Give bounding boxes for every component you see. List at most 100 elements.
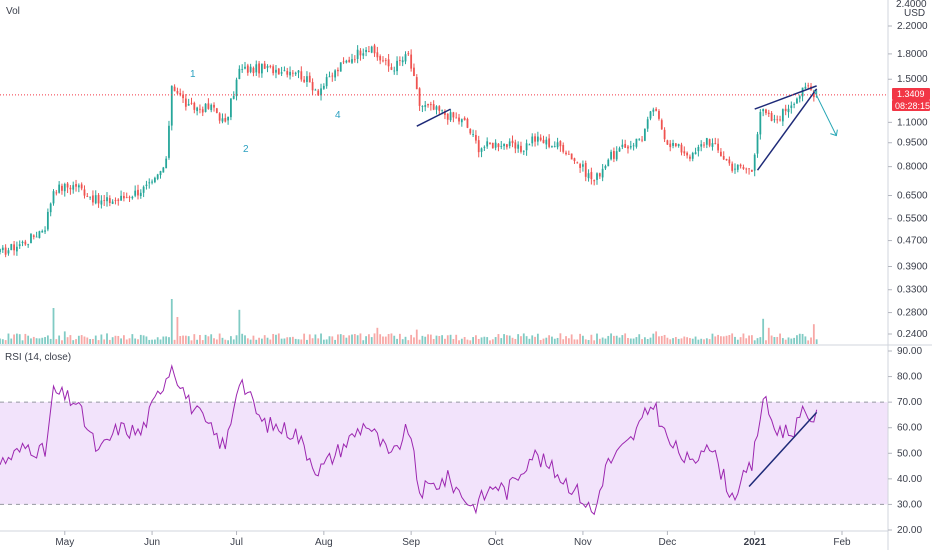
candle-body (376, 52, 379, 58)
volume-bar (643, 337, 646, 344)
candle-body (410, 54, 413, 69)
volume-bar (534, 336, 536, 344)
candle-body (125, 197, 128, 199)
volume-bar (286, 337, 289, 344)
candle-body (776, 119, 779, 121)
price-tick-label: 1.1000 (897, 117, 928, 128)
volume-bar (598, 338, 601, 344)
volume-bar (553, 338, 556, 344)
candle-body (246, 65, 249, 73)
volume-bar (776, 336, 779, 344)
volume-bar (559, 333, 562, 344)
volume-bar (663, 334, 666, 344)
volume-bar (655, 331, 658, 344)
candle-body (556, 142, 559, 148)
candle-body (232, 96, 235, 99)
time-tick-label: May (55, 537, 74, 548)
volume-bar (21, 340, 24, 344)
candle-body (77, 185, 80, 188)
candle-body (469, 128, 472, 134)
volume-bar (736, 339, 739, 344)
volume-bar (784, 339, 787, 344)
candle-body (427, 103, 429, 106)
volume-bar (314, 334, 317, 344)
volume-bar (632, 338, 635, 344)
candle-body (683, 151, 686, 154)
candle-body (398, 60, 401, 61)
volume-bar (494, 337, 497, 344)
volume-bar (477, 338, 480, 344)
candle-body (790, 105, 793, 108)
volume-bar (427, 334, 429, 344)
candle-body (213, 104, 215, 108)
volume-bar (365, 336, 367, 344)
candle-body (300, 71, 303, 80)
volume-bar (748, 335, 750, 344)
candle-body (404, 54, 407, 62)
volume-bar (170, 299, 173, 344)
candle-body (407, 53, 410, 55)
volume-bar (798, 333, 801, 344)
candle-body (224, 118, 227, 122)
volume-bar (610, 333, 612, 344)
volume-bar (796, 335, 798, 344)
volume-bar (750, 335, 753, 344)
candle-body (559, 141, 562, 147)
volume-bar (705, 338, 708, 344)
volume-bar (480, 337, 483, 344)
price-axis: 2.2000 1.8000 1.5000 1.1000 0.9500 0.8000 0.65… (888, 21, 928, 340)
candle-body (801, 87, 804, 97)
candle-body (342, 61, 345, 63)
volume-bar (201, 340, 204, 344)
candle-body (750, 169, 753, 172)
volume-bar (322, 339, 325, 344)
volume-bar (4, 340, 7, 344)
volume-bar (607, 335, 610, 344)
volume-bar (539, 339, 542, 344)
volume-bar (179, 336, 182, 344)
volume-bar (767, 327, 770, 344)
candle-body (362, 53, 365, 56)
volume-bar (593, 340, 596, 344)
volume-bar (100, 334, 103, 344)
volume-bar (500, 338, 503, 344)
volume-bar (446, 335, 449, 344)
candle-body (359, 50, 362, 56)
volume-bar (10, 338, 13, 344)
volume-bar (489, 340, 491, 344)
volume-bar (342, 335, 345, 344)
candle-body (753, 154, 756, 171)
volume-bar (317, 338, 320, 344)
candle-body (337, 69, 339, 72)
volume-bar (393, 335, 396, 344)
candle-body (700, 144, 703, 147)
candle-body (35, 236, 38, 238)
candle-body (269, 65, 272, 67)
candle-body (432, 104, 435, 110)
volume-bar (384, 336, 387, 344)
candle-body (365, 49, 367, 53)
volume-bar (812, 324, 815, 344)
volume-bar (125, 339, 128, 344)
candle-body (297, 70, 300, 73)
candle-body (128, 196, 131, 198)
volume-bar (638, 334, 641, 344)
candle-body (703, 144, 705, 146)
candle-body (179, 93, 182, 95)
volume-bar (441, 335, 444, 344)
volume-bar (348, 335, 351, 344)
candle-body (151, 181, 153, 183)
candle-body (466, 118, 469, 128)
volume-bar (460, 338, 463, 344)
candle-body (641, 139, 643, 141)
volume-bar (618, 337, 621, 344)
candle-body (446, 113, 449, 120)
candle-body (258, 63, 260, 74)
candle-body (18, 244, 21, 246)
volume-bar (86, 337, 89, 344)
candle-body (396, 60, 398, 72)
candle-body (765, 109, 767, 114)
rsi-tick-label: 30.00 (897, 499, 922, 510)
candle-body (227, 116, 230, 121)
candle-body (139, 192, 142, 196)
